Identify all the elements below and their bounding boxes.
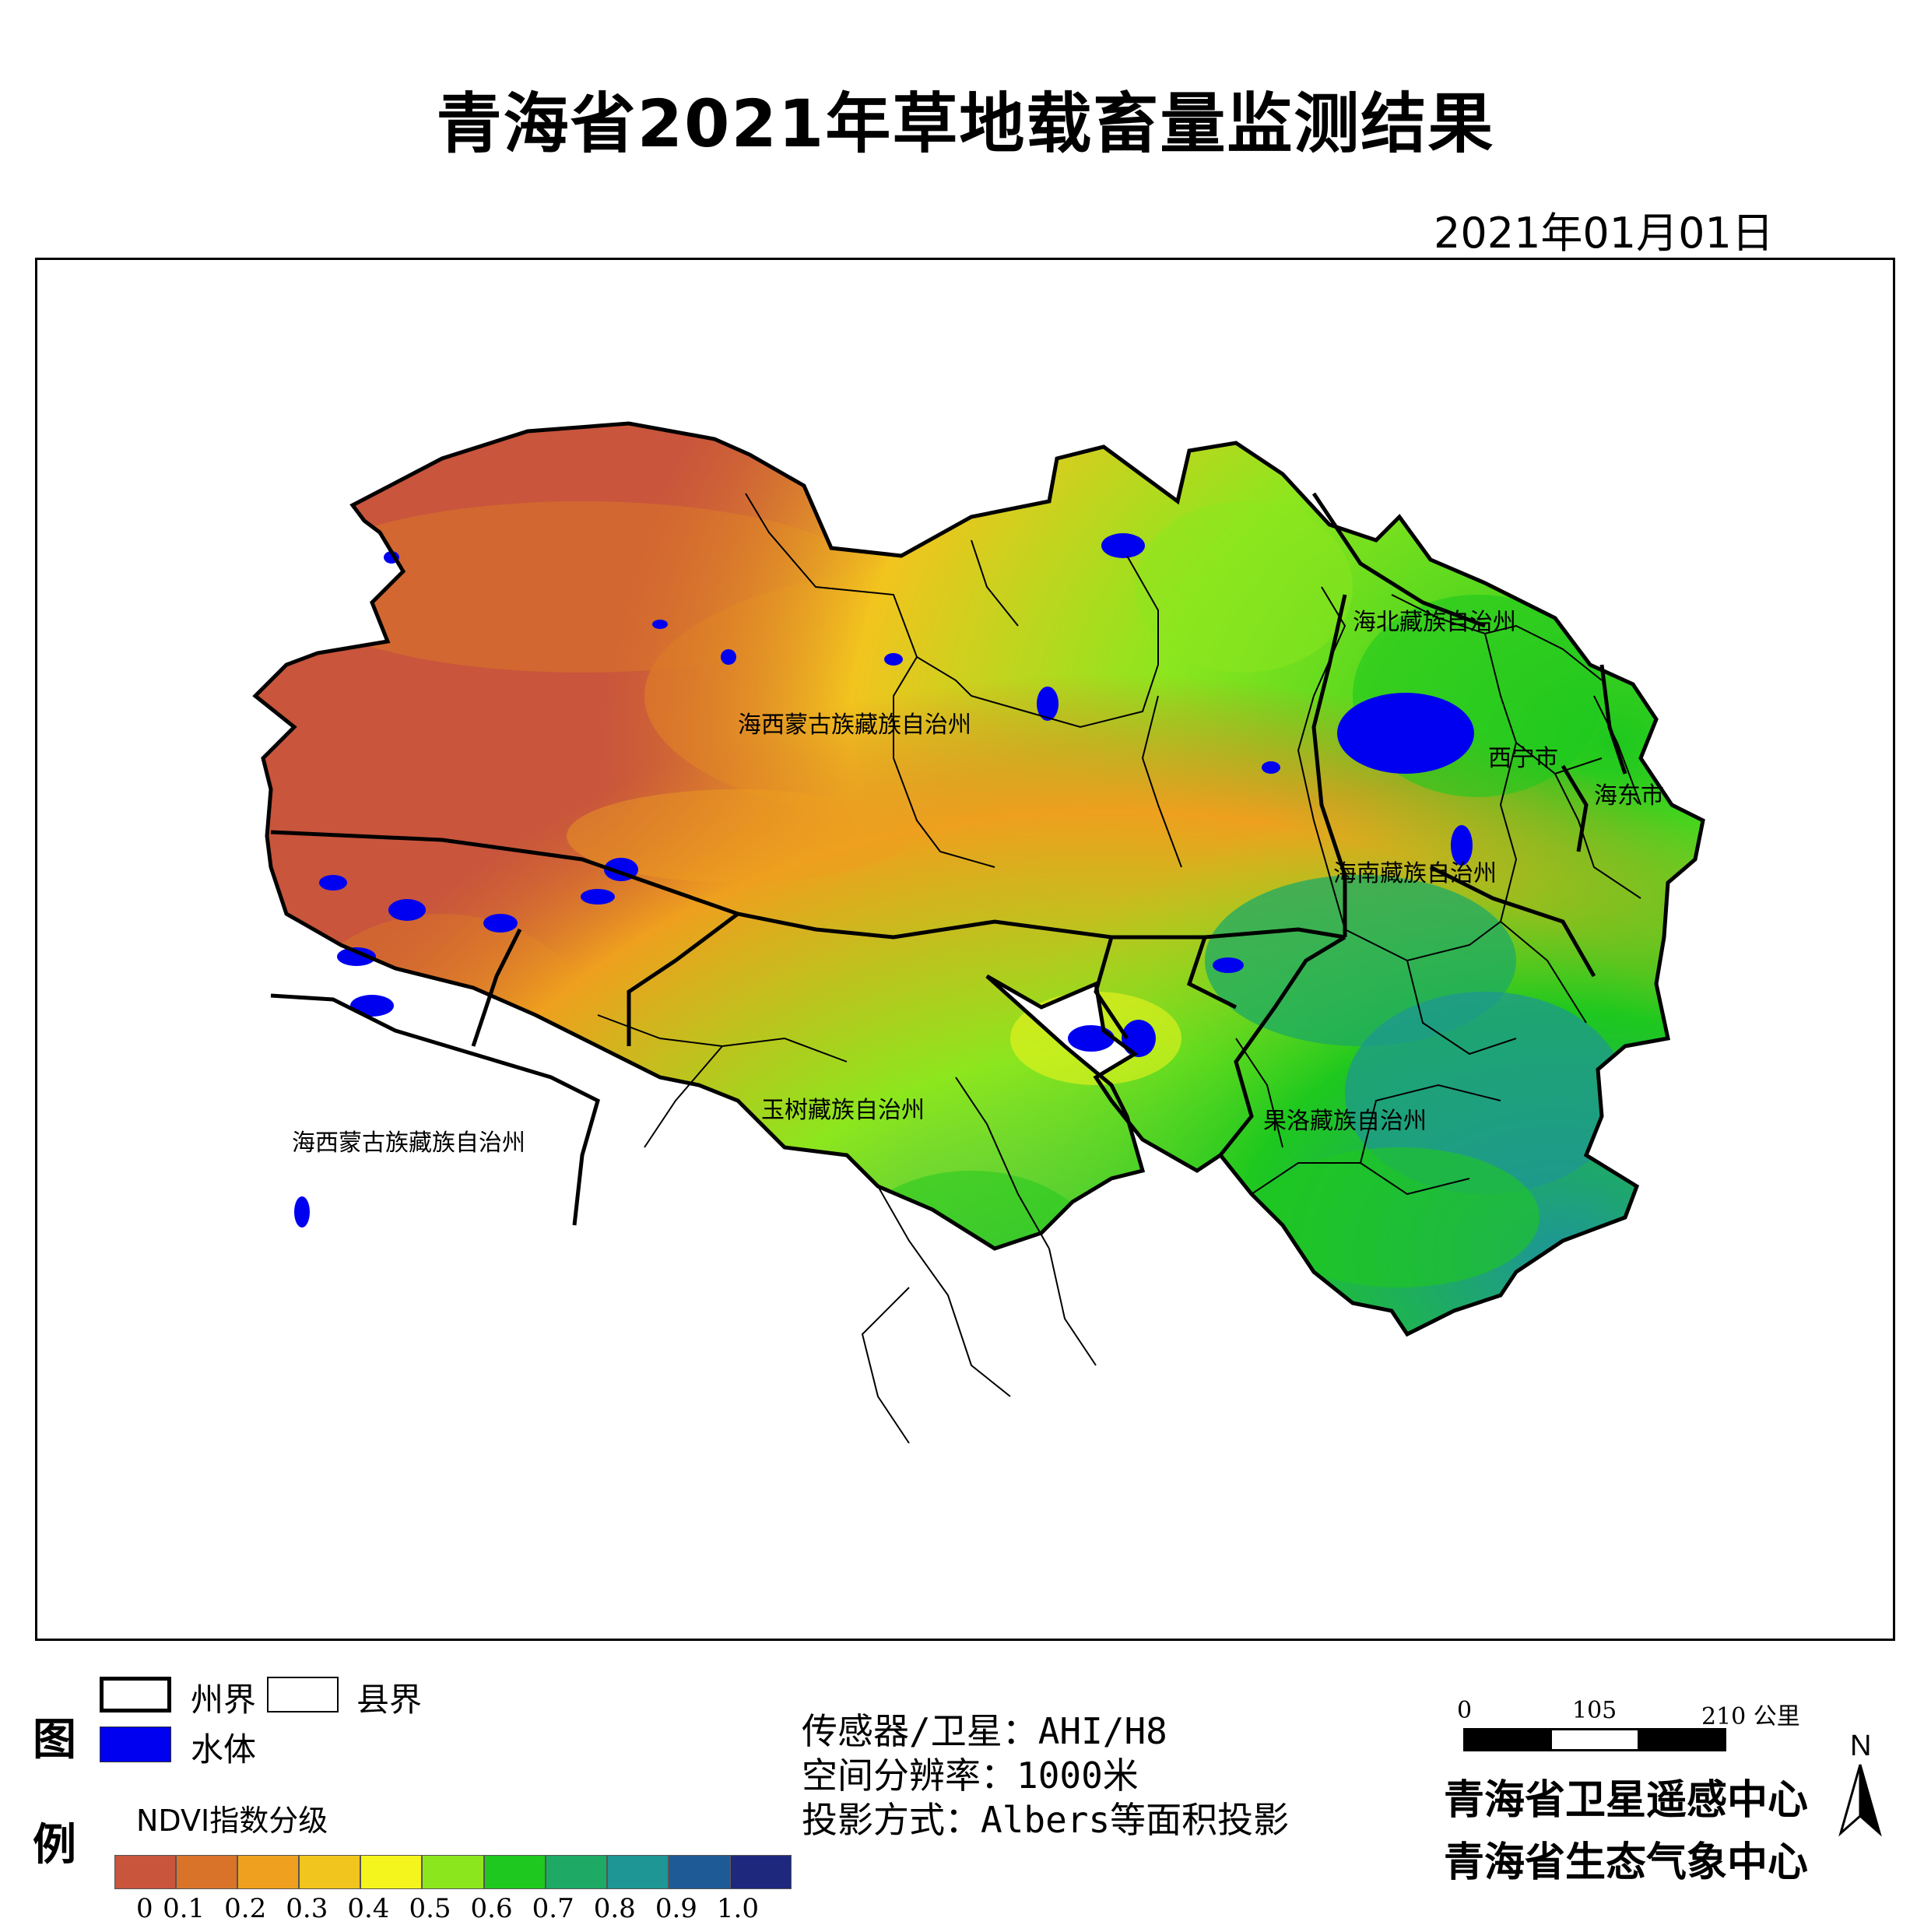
legend-state-boundary-label: 州界 — [191, 1681, 257, 1719]
region-label-haixi-south: 海西蒙古族藏族自治州 — [292, 1129, 525, 1157]
lake — [1101, 533, 1145, 558]
water-bodies — [294, 533, 1474, 1228]
ndvi-ramp-swatch — [668, 1855, 730, 1889]
org-line-2: 青海省生态气象中心 — [1444, 1839, 1809, 1886]
ndvi-ramp-swatch — [114, 1855, 177, 1889]
region-label-haidong: 海东市 — [1594, 782, 1664, 810]
ndvi-tick-label: 0.5 — [409, 1893, 451, 1924]
ndvi-ramp-swatch — [422, 1855, 484, 1889]
region-label-haixi-north: 海西蒙古族藏族自治州 — [738, 711, 971, 739]
scale-label-105: 105 — [1572, 1697, 1617, 1724]
region-label-xining: 西宁市 — [1488, 745, 1558, 772]
region-label-yushu: 玉树藏族自治州 — [761, 1097, 925, 1124]
ndvi-ramp-swatch — [606, 1855, 669, 1889]
lake — [483, 914, 518, 933]
legend-county-boundary-label: 县界 — [356, 1681, 423, 1719]
legend-county-boundary-swatch — [267, 1677, 339, 1712]
region-label-guoluo: 果洛藏族自治州 — [1263, 1108, 1427, 1135]
ndvi-raster — [255, 423, 1703, 1334]
lake — [337, 947, 376, 966]
sensor-info: 传感器/卫星：AHI/H8 — [802, 1710, 1167, 1752]
org-line-1: 青海省卫星遥感中心 — [1444, 1777, 1809, 1824]
map-title: 青海省2021年草地载畜量监测结果 — [436, 86, 1495, 162]
lake — [652, 620, 668, 629]
lake — [884, 653, 903, 666]
qinghai-map: 海北藏族自治州 海西蒙古族藏族自治州 西宁市 海东市 海南藏族自治州 海西蒙古族… — [252, 421, 1705, 1444]
lake — [1037, 687, 1059, 721]
ndvi-tick-label: 1.0 — [716, 1893, 759, 1924]
county-boundaries — [597, 493, 1641, 1444]
projection-info: 投影方式：Albers等面积投影 — [802, 1799, 1290, 1841]
ndvi-tick-label: 0.7 — [532, 1893, 574, 1924]
map-frame: 海北藏族自治州 海西蒙古族藏族自治州 西宁市 海东市 海南藏族自治州 海西蒙古族… — [35, 258, 1895, 1641]
legend-state-boundary-swatch — [100, 1677, 171, 1712]
ndvi-ramp-swatch — [237, 1855, 300, 1889]
lake — [1213, 957, 1244, 973]
ndvi-tick-label: 0 — [136, 1893, 153, 1924]
legend-title-bottom: 例 — [33, 1820, 76, 1871]
ndvi-ramp-swatch — [729, 1855, 792, 1889]
lake — [1451, 825, 1473, 866]
scale-label-0: 0 — [1457, 1697, 1473, 1724]
ndvi-tick-label: 0.3 — [286, 1893, 328, 1924]
ndvi-tick-label: 0.1 — [163, 1893, 205, 1924]
legend-water-swatch — [100, 1727, 171, 1762]
lake — [1262, 761, 1280, 774]
north-label: N — [1850, 1730, 1871, 1762]
region-labels: 海北藏族自治州 海西蒙古族藏族自治州 西宁市 海东市 海南藏族自治州 海西蒙古族… — [292, 609, 1664, 1157]
lake — [1068, 1025, 1115, 1052]
scale-label-210: 210 公里 — [1701, 1703, 1800, 1730]
ndvi-ramp-swatch — [483, 1855, 546, 1889]
ndvi-tick-labels: 0 0.1 0.2 0.3 0.4 0.5 0.6 0.7 0.8 0.9 1.0 — [117, 1893, 802, 1932]
lake — [721, 649, 736, 665]
lake — [1122, 1020, 1156, 1057]
region-label-haibei: 海北藏族自治州 — [1353, 609, 1516, 636]
ndvi-tick-label: 0.2 — [224, 1893, 267, 1924]
ndvi-ramp-swatch — [545, 1855, 607, 1889]
ndvi-ramp-swatch — [360, 1855, 423, 1889]
ndvi-ramp-swatch — [176, 1855, 238, 1889]
ndvi-tick-label: 0.8 — [593, 1893, 636, 1924]
legend-water-label: 水体 — [191, 1730, 257, 1769]
region-label-hainan: 海南藏族自治州 — [1333, 860, 1497, 887]
map-date: 2021年01月01日 — [1434, 209, 1774, 258]
ndvi-color-ramp — [114, 1855, 792, 1889]
lake — [388, 899, 426, 921]
ndvi-tick-label: 0.9 — [655, 1893, 697, 1924]
scale-bar — [1463, 1728, 1726, 1751]
qinghai-lake — [1337, 693, 1474, 774]
resolution-info: 空间分辨率：1000米 — [802, 1755, 1139, 1797]
ndvi-legend-title: NDVI指数分级 — [136, 1804, 328, 1838]
lake — [319, 875, 347, 890]
lake — [581, 889, 615, 905]
prefecture-boundaries — [252, 421, 1705, 1337]
lake — [294, 1196, 310, 1228]
lake — [350, 995, 394, 1017]
ndvi-ramp-swatch — [299, 1855, 361, 1889]
north-arrow-icon: N — [1833, 1724, 1887, 1844]
ndvi-tick-label: 0.6 — [470, 1893, 513, 1924]
ndvi-tick-label: 0.4 — [347, 1893, 390, 1924]
legend-title-top: 图 — [33, 1715, 76, 1765]
